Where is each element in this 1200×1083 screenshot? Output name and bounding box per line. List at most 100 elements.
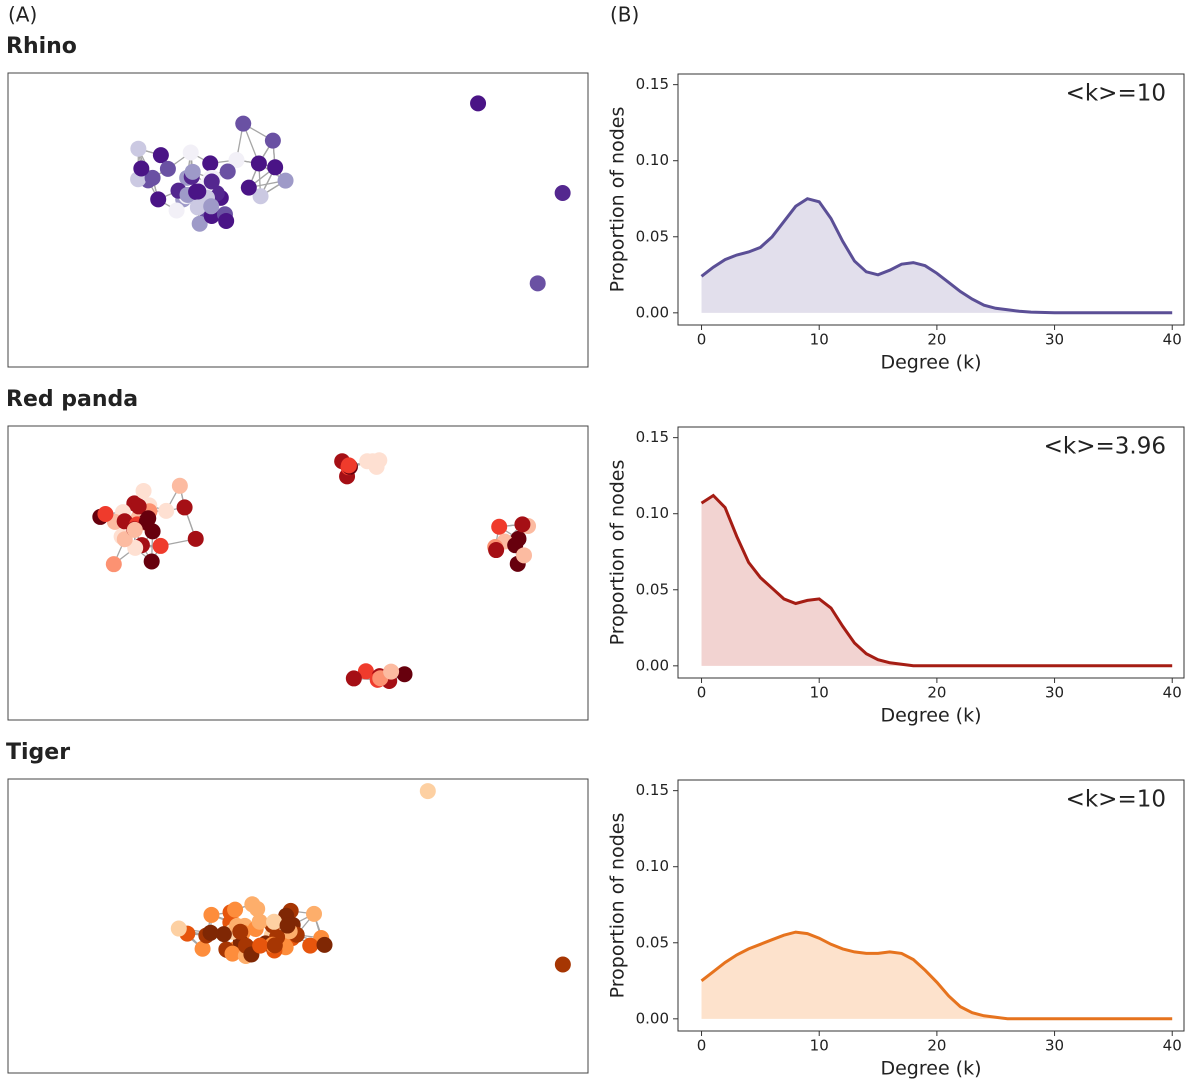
network-node [116,531,133,548]
network-node [152,537,169,554]
plot-frame [677,426,1185,679]
network-node [228,152,245,169]
network-node [203,198,220,215]
network-node [554,185,571,202]
annotation: <k>=10 [1066,81,1166,107]
network-node [143,553,160,570]
y-tick-label: 0.15 [636,781,669,799]
network-node [170,920,187,937]
network-node [252,188,269,205]
network-node [218,212,235,229]
network-node [383,663,400,680]
network-node [159,160,176,177]
y-tick-label: 0.05 [636,227,669,245]
x-tick-label: 40 [1163,331,1182,349]
x-axis-label: Degree (k) [880,1058,981,1080]
network-node [266,937,283,954]
network-node [133,160,150,177]
network-title: Tiger [6,740,70,765]
network-node [97,506,114,523]
x-tick-label: 10 [810,684,829,702]
annotation: <k>=3.96 [1044,434,1166,460]
network-node [202,155,219,172]
network-node [345,670,362,687]
y-tick-label: 0.10 [636,151,669,169]
network-node [340,457,357,474]
annotation: <k>=10 [1066,787,1166,813]
y-axis-label: Proportion of nodes [607,813,629,999]
x-tick-label: 20 [927,1037,946,1055]
network-node [202,924,219,941]
network-node [252,937,269,954]
x-tick-label: 40 [1163,1037,1182,1055]
network-node [514,516,531,533]
network-node [250,155,267,172]
network-node [224,945,241,962]
network-node [267,159,284,176]
network-node [491,518,508,535]
density-line [700,197,1173,315]
network-node [244,896,261,913]
network-node [488,542,505,559]
density-line [700,930,1173,1021]
network-frame [7,425,589,721]
density-line [700,493,1173,668]
network-node [264,132,281,149]
network-node [359,453,376,470]
network-node [316,936,333,953]
network-node [266,913,283,930]
network-node [215,926,232,943]
network-node [150,191,167,208]
network-node [184,163,201,180]
network-node [302,937,319,954]
network [7,72,589,368]
network-node [130,498,147,515]
x-tick-label: 20 [927,684,946,702]
plot-frame [677,779,1185,1032]
network-node [190,183,207,200]
network-node [152,147,169,164]
network-node [144,169,161,186]
network-node [105,556,122,573]
x-axis-label: Degree (k) [880,705,981,727]
panel-label: (B) [610,3,639,27]
network-node [130,140,147,157]
network-node [419,783,436,800]
network-node [187,530,204,547]
network [7,425,589,721]
network-node [158,502,175,519]
network-node [219,163,236,180]
x-tick-label: 0 [697,331,707,349]
network-node [171,477,188,494]
network-node [240,179,257,196]
y-tick-label: 0.00 [636,1009,669,1027]
x-tick-label: 10 [810,1037,829,1055]
network-node [251,913,268,930]
network-node [357,663,374,680]
density-area [701,198,1173,313]
x-tick-label: 20 [927,331,946,349]
density-area [701,495,1173,666]
x-tick-label: 0 [697,684,707,702]
x-tick-label: 30 [1045,331,1064,349]
network [7,778,589,1074]
network-node [194,940,211,957]
network-node [371,452,388,469]
x-tick-label: 0 [697,1037,707,1055]
network-node [554,956,571,973]
y-tick-label: 0.05 [636,580,669,598]
network-node [176,499,193,516]
x-tick-label: 30 [1045,1037,1064,1055]
x-tick-label: 10 [810,331,829,349]
panel-label: (A) [8,3,37,27]
network-node [135,482,152,499]
network-title: Red panda [6,387,138,412]
x-tick-label: 30 [1045,684,1064,702]
density-area [701,932,1173,1019]
network-node [168,202,185,219]
network-title: Rhino [6,34,77,59]
y-tick-label: 0.05 [636,933,669,951]
y-tick-label: 0.00 [636,303,669,321]
